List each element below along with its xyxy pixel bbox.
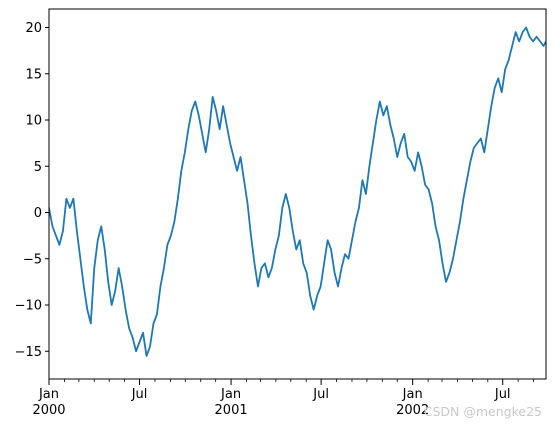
plot-frame [48,8,547,380]
y-tick-label: 5 [34,160,42,175]
plot-layer [49,26,546,357]
y-tick-label: −15 [15,345,42,360]
x-tick-label: Jan [402,387,423,402]
y-tick-label: 15 [25,67,42,82]
x-tick-label: Jul [131,387,148,402]
y-tick-label: 20 [25,21,42,36]
x-tick-label: 2001 [215,403,248,418]
x-tick-label: Jul [312,387,329,402]
y-tick-label: −5 [23,252,42,267]
series-line-0 [49,26,546,357]
y-tick-label: 10 [25,114,42,129]
y-tick-label: −10 [15,299,42,314]
x-tick-label: Jan [38,387,59,402]
x-tick-label: 2000 [32,403,65,418]
y-tick-label: 0 [34,206,42,221]
x-tick-label: 2002 [396,403,429,418]
x-tick-label: Jan [220,387,241,402]
watermark-text: CSDN @mengke25 [424,404,542,419]
x-tick-label: Jul [494,387,511,402]
